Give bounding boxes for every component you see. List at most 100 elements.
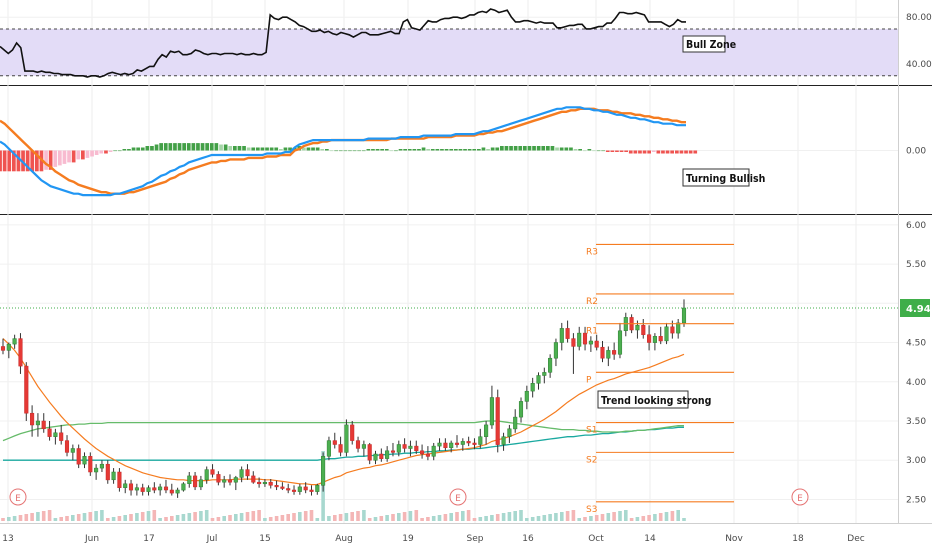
candle-body	[280, 486, 285, 489]
candle-body	[82, 456, 87, 465]
volume-bar	[461, 511, 465, 521]
candle-body	[594, 340, 599, 348]
candle-body	[262, 481, 267, 485]
candle-body	[402, 444, 407, 449]
macd-hist-bar	[490, 147, 495, 151]
candle-body	[350, 424, 355, 441]
price-tick-label: 4.00	[906, 378, 926, 388]
macd-hist-bar	[688, 150, 693, 154]
candle-body	[577, 332, 582, 347]
macd-hist-bar	[500, 146, 504, 151]
macd-hist-bar	[2, 150, 7, 172]
volume-bar	[501, 513, 506, 521]
volume-bar	[612, 512, 616, 521]
volume-bar	[449, 513, 453, 521]
volume-bar	[106, 518, 110, 521]
volume-bar	[490, 515, 494, 521]
last-price-tag: 4.94	[900, 299, 931, 317]
candle-body	[466, 441, 471, 444]
volume-bar	[36, 512, 40, 521]
macd-hist-bar	[619, 150, 624, 152]
rsi-tick-label: 40.00	[906, 60, 932, 70]
rsi-bull-zone-band	[0, 28, 898, 76]
macd-hist-bar	[279, 149, 283, 151]
annotation-bull-zone[interactable]: Bull Zone	[682, 35, 736, 53]
volume-bar	[170, 516, 174, 521]
macd-hist-bar	[536, 146, 541, 151]
volume-bar	[548, 514, 552, 521]
price-pane[interactable]: R3 R2 R1 P S1 S2 S3 E E E	[0, 243, 898, 521]
macd-pane[interactable]	[0, 106, 698, 197]
candle-body	[495, 397, 500, 445]
candle-body	[123, 483, 128, 488]
annotation-trend-strong[interactable]: Trend looking strong	[597, 390, 711, 409]
volume-bar	[437, 515, 442, 521]
candle-body	[484, 424, 489, 437]
candle-body	[367, 444, 372, 461]
volume-bar	[571, 510, 576, 521]
candle-body	[76, 448, 81, 465]
volume-bar	[263, 518, 267, 521]
volume-bar	[164, 517, 168, 521]
candle-body	[169, 489, 174, 494]
candle-body	[193, 475, 198, 488]
volume-bar	[594, 515, 599, 521]
candle-body	[501, 436, 506, 445]
macd-hist-bar	[173, 143, 177, 151]
volume-bar	[565, 511, 570, 521]
x-tick-label: Nov	[725, 534, 743, 544]
macd-hist-bar	[12, 150, 16, 172]
candle-body	[59, 432, 64, 441]
volume-bar	[624, 510, 628, 521]
macd-hist-bar	[325, 149, 329, 151]
rsi-pane[interactable]	[0, 8, 898, 78]
candle-body	[309, 489, 314, 492]
macd-hist-bar	[596, 150, 601, 152]
volume-bar	[338, 514, 343, 521]
volume-bar	[12, 516, 17, 521]
macd-hist-bar	[352, 150, 357, 152]
x-tick-label: Sep	[467, 534, 484, 544]
volume-bar	[117, 516, 122, 521]
candle-body	[565, 328, 570, 339]
macd-hist-bar	[246, 147, 251, 151]
candle-body	[454, 442, 460, 445]
annotation-turning-bullish[interactable]: Turning Bullish	[682, 168, 765, 187]
price-tick-label: 3.50	[906, 417, 926, 427]
price-tick-label: 5.50	[906, 260, 926, 270]
macd-hist-bar	[7, 150, 12, 172]
macd-hist-bar	[306, 147, 311, 151]
macd-hist-bar	[371, 149, 375, 151]
volume-bar	[280, 515, 285, 521]
candle-body	[385, 450, 390, 459]
volume-bar	[59, 517, 63, 521]
volume-bar	[530, 517, 535, 521]
pivot-label: R1	[586, 327, 598, 337]
volume-bar	[682, 518, 686, 521]
volume-bar	[274, 516, 279, 521]
macd-hist-bar	[233, 146, 237, 151]
macd-hist-bar	[113, 150, 117, 152]
candle-body	[64, 440, 70, 453]
candle-body	[600, 346, 605, 359]
volume-bar	[408, 511, 413, 521]
macd-hist-bar	[421, 147, 426, 151]
candle-body	[128, 483, 134, 491]
volume-bar	[53, 518, 58, 521]
macd-hist-bar	[182, 143, 186, 151]
macd-hist-bar	[196, 143, 200, 151]
volume-bar	[18, 515, 23, 521]
volume-bar	[100, 510, 104, 521]
macd-hist-bar	[62, 150, 67, 164]
candle-body	[222, 479, 227, 483]
macd-hist-bar	[242, 146, 246, 151]
candle-body	[361, 444, 366, 449]
macd-hist-bar	[186, 143, 191, 151]
macd-hist-bar	[541, 146, 546, 151]
candle-body	[588, 340, 593, 345]
macd-hist-bar	[283, 147, 288, 151]
macd-hist-bar	[481, 147, 486, 151]
candle-body	[216, 474, 221, 483]
macd-hist-bar	[684, 150, 688, 154]
